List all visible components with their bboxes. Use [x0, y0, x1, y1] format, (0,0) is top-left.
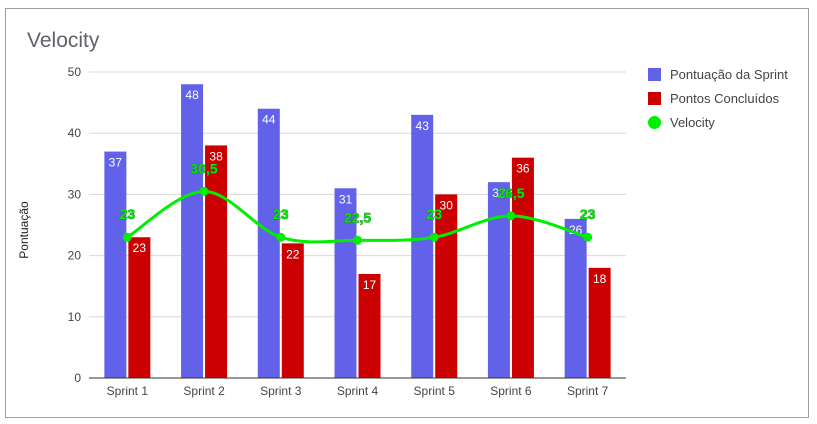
velocity-point-5 — [429, 232, 439, 242]
bar-label-s1-5: 43 — [416, 119, 430, 133]
bar-s2-5 — [435, 194, 458, 378]
bar-s2-2 — [205, 145, 228, 378]
bar-label-s2-2: 38 — [209, 149, 223, 163]
legend-label-series-1: Pontuação da Sprint — [670, 66, 788, 82]
bar-label-s2-4: 17 — [363, 278, 377, 292]
bar-label-s1-4: 31 — [339, 192, 353, 206]
bar-label-s2-6: 36 — [516, 162, 530, 176]
y-tick-label-40: 40 — [68, 126, 82, 140]
bar-label-s1-1: 37 — [109, 156, 123, 170]
bar-label-s2-3: 22 — [286, 247, 300, 261]
velocity-label-5: 23 — [426, 206, 442, 222]
x-tick-label-3: Sprint 3 — [260, 384, 302, 398]
bar-s1-6 — [487, 182, 510, 378]
chart-title: Velocity — [27, 29, 100, 52]
bar-label-s2-5: 30 — [440, 198, 454, 212]
x-tick-label-2: Sprint 2 — [183, 384, 225, 398]
legend-label-series-2: Pontos Concluídos — [670, 90, 780, 106]
velocity-point-7 — [583, 232, 593, 242]
y-tick-label-50: 50 — [68, 65, 82, 79]
bar-label-s1-2: 48 — [185, 88, 199, 102]
x-tick-label-7: Sprint 7 — [567, 384, 609, 398]
y-tick-label-0: 0 — [74, 371, 81, 385]
velocity-point-6 — [506, 211, 516, 221]
legend-item-series-2[interactable]: Pontos Concluídos — [648, 86, 788, 110]
legend-swatch-series-3 — [648, 115, 661, 129]
x-tick-label-5: Sprint 5 — [414, 384, 456, 398]
bar-label-s1-6: 32 — [492, 186, 506, 200]
velocity-label-7: 23 — [580, 206, 596, 222]
x-tick-label-6: Sprint 6 — [490, 384, 532, 398]
bar-s2-4 — [358, 273, 381, 378]
bar-s1-2 — [181, 84, 204, 379]
bar-s1-4 — [334, 188, 357, 378]
bar-s2-6 — [511, 157, 534, 378]
velocity-point-3 — [276, 232, 286, 242]
bar-s2-7 — [588, 267, 611, 378]
legend: Pontuação da Sprint Pontos Concluídos Ve… — [648, 62, 788, 134]
x-tick-label-1: Sprint 1 — [107, 384, 149, 398]
velocity-point-4 — [353, 235, 362, 245]
velocity-label-4: 22,5 — [344, 209, 371, 225]
legend-item-series-1[interactable]: Pontuação da Sprint — [648, 62, 788, 86]
bar-s1-7 — [564, 218, 587, 378]
bar-s1-5 — [411, 114, 434, 378]
velocity-point-1 — [122, 232, 132, 242]
x-tick-label-4: Sprint 4 — [337, 384, 379, 398]
legend-swatch-series-2 — [648, 91, 661, 105]
bar-s1-1 — [104, 151, 127, 378]
velocity-label-3: 23 — [273, 206, 289, 222]
velocity-label-6: 26,5 — [497, 185, 524, 201]
bar-s2-3 — [281, 243, 304, 378]
legend-swatch-series-1 — [648, 67, 661, 81]
y-tick-label-30: 30 — [68, 187, 82, 201]
velocity-point-2 — [199, 186, 209, 196]
y-tick-label-10: 10 — [68, 310, 82, 324]
legend-label-series-3: Velocity — [670, 114, 715, 130]
velocity-label-1: 23 — [120, 206, 136, 222]
bar-s2-1 — [128, 237, 151, 378]
legend-item-series-3[interactable]: Velocity — [648, 110, 788, 134]
bar-label-s1-3: 44 — [262, 113, 276, 127]
velocity-label-2: 30,5 — [190, 160, 217, 176]
bar-label-s2-1: 23 — [133, 241, 147, 255]
bar-label-s2-7: 18 — [593, 272, 607, 286]
bar-s1-3 — [257, 108, 280, 378]
y-tick-label-20: 20 — [68, 249, 82, 263]
